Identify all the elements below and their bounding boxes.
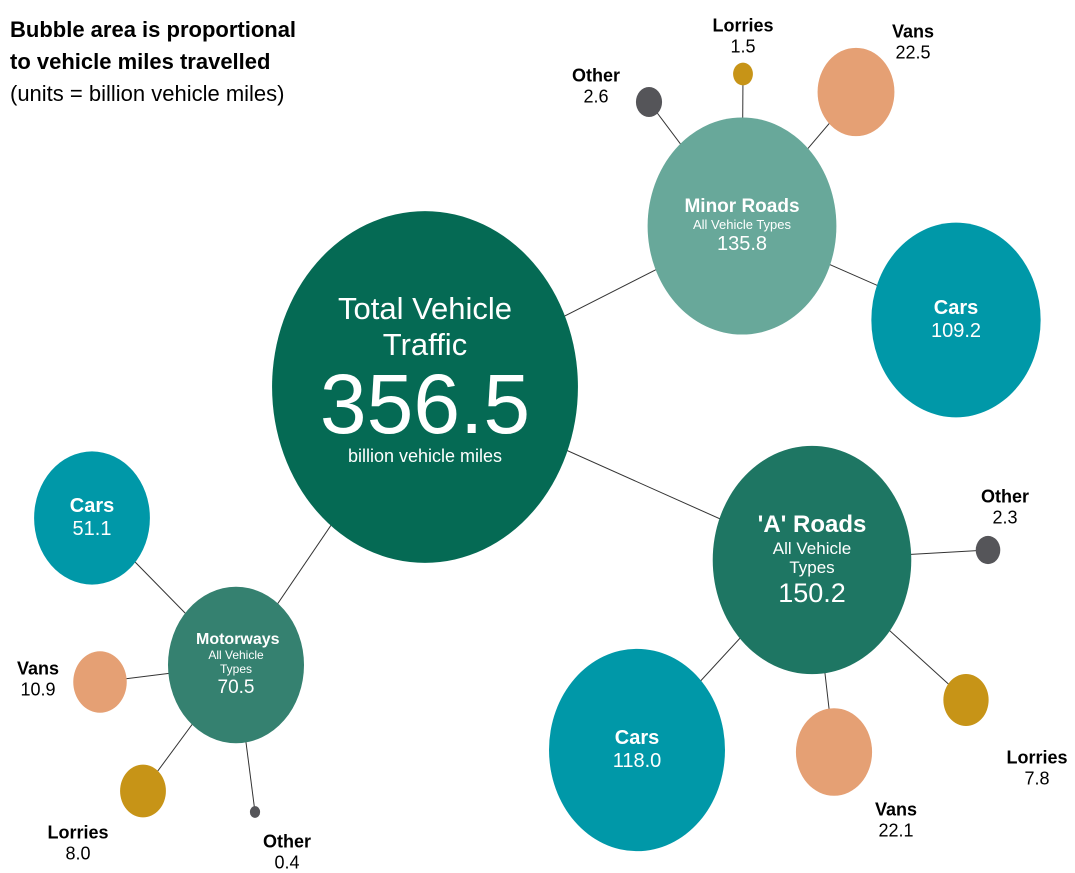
road-name: 'A' Roads	[757, 511, 867, 539]
bubble	[647, 117, 837, 335]
bubble-label: Other 2.6	[572, 65, 620, 106]
bubble	[817, 47, 895, 137]
vehicle-name: Other	[262, 831, 312, 852]
vehicle-name: Lorries	[47, 822, 109, 843]
vehicle-value: 7.8	[1024, 768, 1050, 788]
vehicle-name: Lorries	[712, 15, 774, 36]
title-line: Bubble area is proportional	[10, 17, 297, 42]
bubble-label: Cars 109.2	[931, 297, 981, 343]
total-label: Total Vehicle Traffic	[337, 291, 513, 362]
title-line: to vehicle miles travelled	[10, 49, 271, 74]
bubble-label: Cars 118.0	[613, 727, 662, 773]
vehicle-name: Cars	[933, 297, 979, 319]
bubble-label: Vans 22.5	[892, 21, 934, 62]
vehicle-value: 8.0	[65, 843, 91, 863]
bubble	[635, 86, 663, 118]
bubble	[871, 222, 1041, 418]
road-value: 150.2	[778, 577, 846, 608]
vehicle-name: Cars	[69, 495, 115, 517]
bubble-label: Total Vehicle Traffic 356.5 billion vehicl…	[305, 291, 545, 467]
bubble	[272, 211, 578, 563]
road-value: 135.8	[716, 232, 768, 255]
bubble	[120, 764, 166, 818]
bubble	[733, 62, 753, 86]
bubble	[73, 651, 127, 713]
road-name: Minor Roads	[684, 196, 800, 218]
vehicle-value: 1.5	[730, 36, 756, 56]
total-value: 356.5	[319, 357, 531, 452]
bubble-label: Motorways All Vehicle Types 70.5	[196, 631, 280, 699]
bubble-label: Other 0.4	[263, 831, 311, 872]
header: Bubble area is proportional to vehicle m…	[10, 14, 296, 110]
bubble	[34, 451, 150, 585]
vehicle-name: Lorries	[1006, 747, 1068, 768]
bubble	[975, 535, 1001, 565]
bubble-label: Cars 51.1	[70, 495, 114, 541]
bubble-label: Lorries 7.8	[1006, 747, 1067, 788]
road-sublabel: All Vehicle Types	[692, 216, 792, 232]
bubble-label: Vans 22.1	[875, 799, 917, 840]
vehicle-value: 2.6	[583, 86, 609, 106]
vehicle-name: Vans	[874, 799, 918, 820]
bubble-label: Other 2.3	[981, 486, 1029, 527]
vehicle-name: Vans	[16, 658, 60, 679]
bubble-label: Lorries 8.0	[47, 822, 108, 863]
vehicle-value: 109.2	[930, 320, 982, 342]
vehicle-value: 22.1	[878, 820, 914, 840]
vehicle-value: 2.3	[992, 507, 1018, 527]
road-value: 70.5	[217, 677, 255, 699]
bubble	[943, 673, 989, 727]
bubble-label: Minor Roads All Vehicle Types 135.8	[667, 196, 817, 256]
bubble	[167, 586, 305, 744]
vehicle-name: Other	[571, 65, 621, 86]
road-sublabel: All Vehicle Types	[208, 648, 264, 677]
vehicle-name: Vans	[891, 21, 935, 42]
bubble	[795, 708, 873, 796]
subtitle: (units = billion vehicle miles)	[10, 81, 285, 106]
bubble-label: Vans 10.9	[17, 658, 59, 699]
bubble-label: 'A' Roads All Vehicle Types 150.2	[757, 511, 867, 609]
road-sublabel: All Vehicle Types	[772, 538, 852, 578]
vehicle-value: 10.9	[20, 679, 56, 699]
vehicle-value: 0.4	[274, 852, 300, 872]
vehicle-name: Cars	[614, 727, 660, 749]
bubble	[549, 648, 725, 852]
bubble-label: Lorries 1.5	[712, 15, 773, 56]
bubble	[249, 806, 261, 818]
vehicle-value: 118.0	[612, 750, 662, 772]
vehicle-value: 22.5	[895, 42, 931, 62]
vehicle-value: 51.1	[72, 518, 112, 540]
total-unit: billion vehicle miles	[347, 446, 503, 467]
bubble	[712, 445, 912, 675]
road-name: Motorways	[196, 631, 280, 649]
vehicle-name: Other	[980, 486, 1030, 507]
